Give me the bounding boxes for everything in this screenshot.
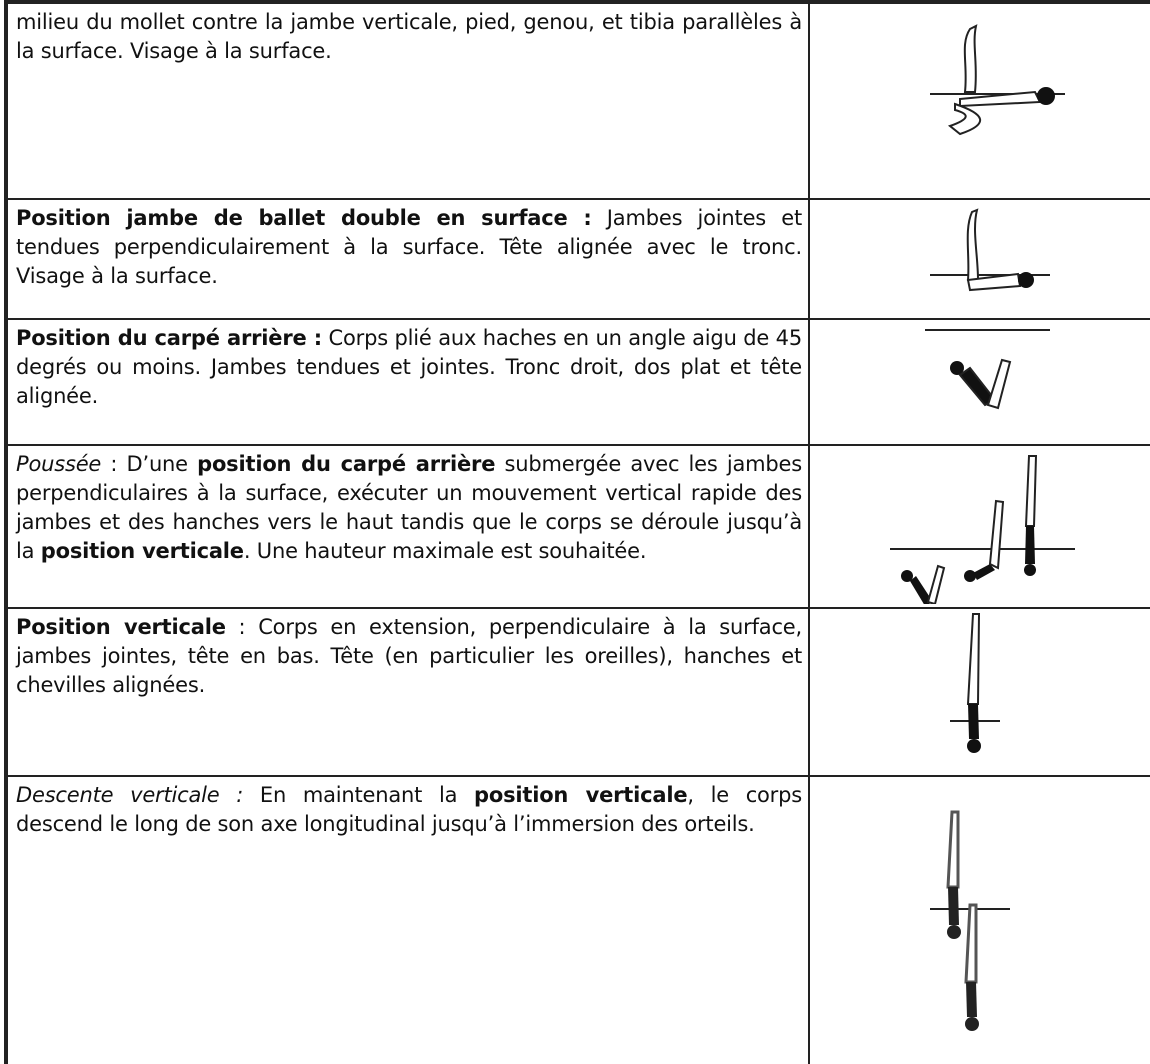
text: Corps plié aux haches en un angle aigu d… (16, 326, 803, 408)
text-bold: position verticale (40, 539, 244, 563)
table-row: Position du carpé arrière : Corps plié a… (4, 318, 1150, 446)
illustration (925, 329, 1050, 410)
table-row: Poussée : D’une position du carpé arrièr… (4, 444, 1150, 609)
text: En maintenant la (243, 783, 475, 807)
description-cell: Position verticale : Corps en extension,… (4, 607, 810, 777)
table-row: milieu du mollet contre la jambe vertica… (4, 0, 1150, 200)
description-cell: Descente verticale : En maintenant la po… (4, 775, 810, 1064)
text-bold: Position verticale (16, 615, 226, 639)
description-cell: Position jambe de ballet double en surfa… (4, 198, 810, 320)
description-cell: Position du carpé arrière : Corps plié a… (4, 318, 810, 446)
text: submergée avec les jambes perpendiculair… (16, 452, 802, 563)
illustration (890, 455, 1075, 604)
positions-table: milieu du mollet contre la jambe vertica… (4, 0, 1150, 1064)
description-cell: milieu du mollet contre la jambe vertica… (4, 0, 810, 200)
illustration (930, 24, 1065, 136)
table-row: Position verticale : Corps en extension,… (4, 607, 1150, 777)
illustration (930, 810, 1010, 1031)
text-italic: Descente verticale : (16, 783, 244, 807)
table-row: Position jambe de ballet double en surfa… (4, 198, 1150, 320)
text: . Une hauteur maximale est souhaitée. (243, 539, 647, 563)
table-row: Descente verticale : En maintenant la po… (4, 775, 1150, 1064)
illustration-cell (808, 775, 1150, 1064)
illustration-cell (808, 198, 1150, 320)
text-bold: Position du carpé arrière : (16, 326, 322, 350)
text-bold: position verticale (474, 783, 688, 807)
text: , le corps descend le long de son axe lo… (16, 783, 802, 836)
text: milieu du mollet contre la jambe vertica… (16, 10, 802, 63)
illustration (930, 208, 1050, 292)
illustration-cell (808, 0, 1150, 200)
illustration-cell (808, 607, 1150, 777)
text: : Corps en extension, perpendiculaire à … (16, 615, 802, 697)
illustration (950, 613, 1000, 753)
text: : D’une (101, 452, 198, 476)
text-italic: Poussée (16, 452, 102, 476)
text-bold: position du carpé arrière (197, 452, 496, 476)
text-bold: Position jambe de ballet double en surfa… (16, 206, 592, 230)
illustration-cell (808, 318, 1150, 446)
illustration-cell (808, 444, 1150, 609)
description-cell: Poussée : D’une position du carpé arrièr… (4, 444, 810, 609)
text: Jambes jointes et tendues perpendiculair… (16, 206, 802, 288)
